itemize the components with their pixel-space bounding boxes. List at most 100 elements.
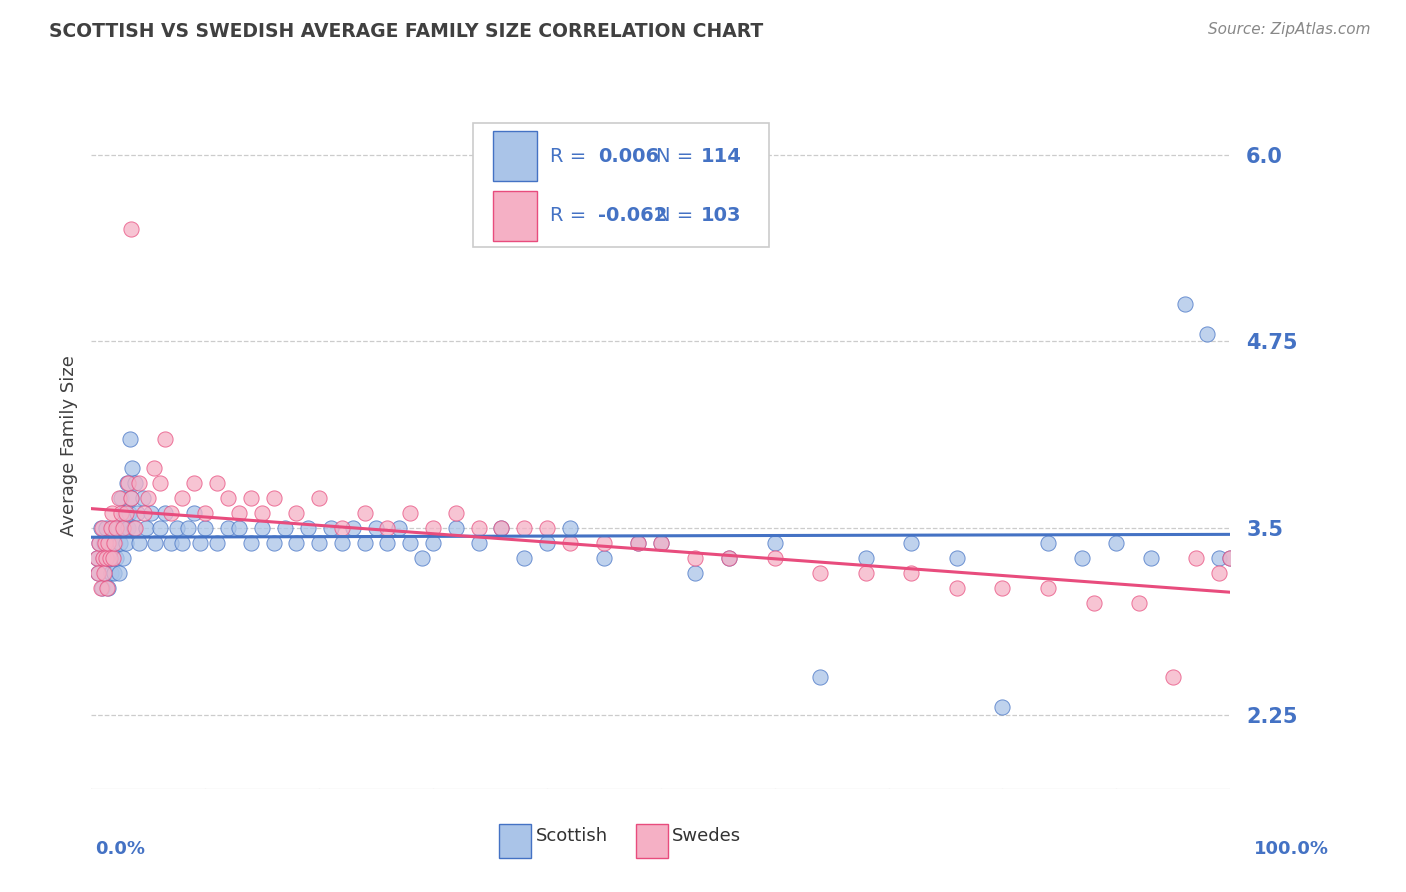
Text: -0.062: -0.062 (598, 206, 668, 226)
Point (855, 551, 877, 566)
Point (101, 506, 124, 520)
Point (138, 491, 160, 506)
Point (89, 536, 111, 550)
Point (128, 476, 150, 491)
Point (239, 491, 262, 506)
Point (172, 491, 194, 506)
Point (1105, 536, 1128, 550)
Point (513, 551, 536, 566)
Point (107, 566, 129, 580)
Point (100, 521, 122, 535)
Text: R =: R = (550, 146, 593, 166)
Point (342, 521, 364, 535)
Point (131, 491, 153, 506)
Point (87, 566, 110, 580)
Point (1219, 551, 1241, 566)
Point (491, 521, 513, 535)
Point (228, 506, 250, 520)
Point (763, 536, 786, 550)
Point (205, 536, 228, 550)
Point (112, 506, 135, 520)
Point (353, 506, 375, 520)
Point (1161, 670, 1184, 684)
Point (377, 521, 399, 535)
Point (593, 551, 616, 566)
Point (122, 521, 145, 535)
Point (558, 521, 581, 535)
Point (90, 521, 112, 535)
Point (946, 581, 969, 595)
Point (121, 461, 143, 475)
Point (250, 521, 273, 535)
FancyBboxPatch shape (499, 824, 531, 858)
Point (183, 476, 205, 491)
Point (149, 521, 172, 535)
Point (101, 521, 124, 535)
Text: R =: R = (550, 206, 593, 226)
Point (558, 536, 581, 550)
Point (763, 551, 786, 566)
Point (194, 506, 217, 520)
Text: 114: 114 (700, 146, 741, 166)
Point (98, 551, 121, 566)
Point (377, 536, 399, 550)
Point (285, 506, 308, 520)
Point (444, 521, 467, 535)
Point (1083, 596, 1105, 610)
Point (115, 476, 138, 491)
Y-axis label: Average Family Size: Average Family Size (59, 356, 77, 536)
Point (228, 521, 250, 535)
Point (107, 491, 129, 506)
Point (491, 521, 513, 535)
Point (399, 536, 422, 550)
Point (1185, 551, 1208, 566)
Point (117, 521, 139, 535)
Point (91, 551, 114, 566)
Point (110, 491, 132, 506)
Point (364, 521, 387, 535)
Point (422, 521, 444, 535)
Point (94, 566, 117, 580)
Point (1197, 326, 1219, 341)
Point (718, 551, 741, 566)
Point (188, 536, 211, 550)
Point (105, 521, 128, 535)
Point (991, 700, 1014, 714)
Point (120, 432, 142, 446)
Point (855, 566, 877, 580)
Point (808, 670, 831, 684)
Point (650, 536, 672, 550)
Point (114, 506, 136, 520)
Point (97, 536, 120, 550)
Point (155, 506, 177, 520)
Point (467, 536, 489, 550)
Point (319, 521, 342, 535)
Point (149, 476, 172, 491)
Point (89, 581, 111, 595)
Point (86, 551, 108, 566)
Point (297, 521, 319, 535)
Text: Swedes: Swedes (672, 827, 741, 845)
Point (217, 521, 239, 535)
Text: 0.0%: 0.0% (96, 840, 146, 858)
Point (330, 521, 353, 535)
Point (101, 551, 124, 566)
Point (101, 551, 124, 566)
FancyBboxPatch shape (636, 824, 668, 858)
Point (411, 551, 433, 566)
Point (118, 506, 141, 520)
Point (353, 536, 375, 550)
Point (89, 521, 111, 535)
Point (194, 521, 217, 535)
Point (263, 491, 285, 506)
Point (108, 536, 131, 550)
Point (120, 491, 142, 506)
Point (105, 551, 128, 566)
Point (1139, 551, 1161, 566)
Point (274, 521, 297, 535)
Point (900, 566, 922, 580)
Point (160, 506, 183, 520)
Point (627, 536, 650, 550)
Point (388, 521, 411, 535)
Point (808, 566, 831, 580)
